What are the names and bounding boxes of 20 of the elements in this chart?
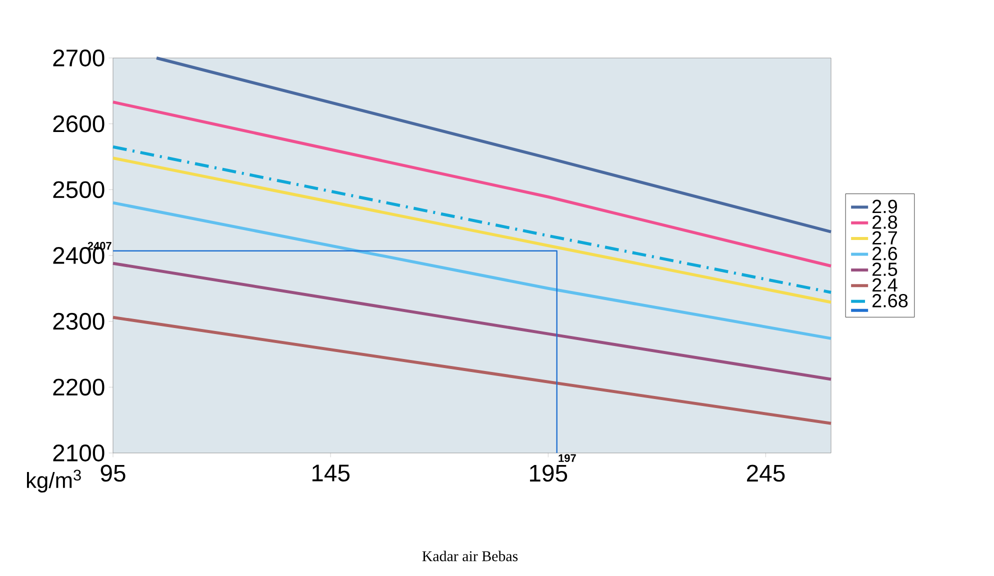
y-tick-label: 2700 xyxy=(53,50,104,66)
y-tick-label: 2600 xyxy=(53,115,104,132)
x-tick-label: 95 xyxy=(100,464,126,482)
x-axis-title: Kadar air Bebas xyxy=(422,550,518,562)
y-tick-label: 2300 xyxy=(53,312,104,330)
annotation: 197 xyxy=(558,454,576,462)
legend-label: 2.68 xyxy=(872,294,908,308)
legend-label: 2.8 xyxy=(872,215,898,229)
x-tick-label: 145 xyxy=(312,464,350,482)
legend-label: 2.6 xyxy=(872,246,898,260)
legend-label: 2.7 xyxy=(872,231,897,244)
y-tick-label: 2100 xyxy=(53,444,104,462)
x-tick-label: 195 xyxy=(530,464,568,482)
y-axis-title: kg/m$^{3}$ xyxy=(27,470,81,492)
legend-label: 2.4 xyxy=(872,278,898,292)
legend-label: 2.9 xyxy=(872,200,897,214)
y-tick-label: 2200 xyxy=(53,378,104,396)
y-tick-label: 2500 xyxy=(53,181,104,198)
x-tick-label: 245 xyxy=(746,464,785,482)
legend-label: 2.5 xyxy=(872,262,898,276)
